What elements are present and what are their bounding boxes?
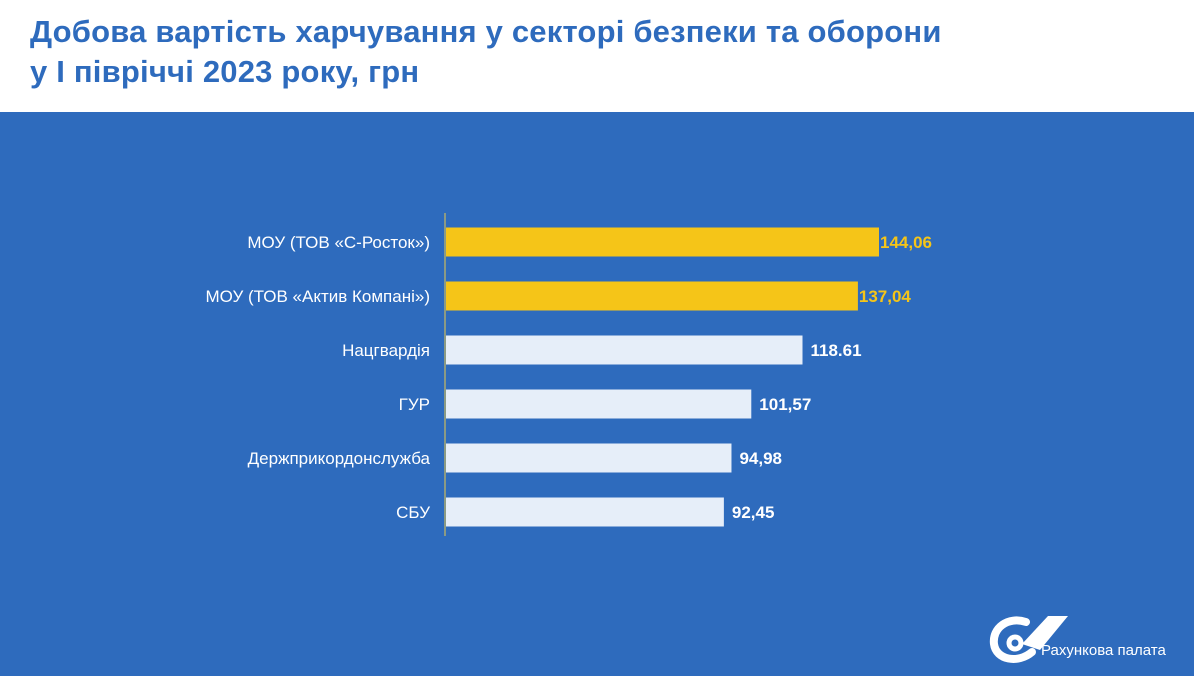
value-label-5: 92,45 (732, 503, 775, 522)
chart-title-line-1: Добова вартість харчування у секторі без… (30, 14, 942, 49)
bar-chart: МОУ (ТОВ «С-Росток») 144,06 МОУ (ТОВ «Акти… (205, 213, 932, 536)
logo-text: Рахункова палата (1041, 642, 1166, 659)
value-label-2: 118.61 (811, 341, 862, 360)
slide-header: Добова вартість харчування у секторі без… (0, 0, 1194, 112)
chart-title-line-2: у І півріччі 2023 року, грн (30, 54, 420, 89)
category-label-3: ГУР (399, 395, 430, 414)
value-label-1: 137,04 (859, 287, 912, 306)
category-label-4: Держприкордонслужба (248, 449, 431, 468)
rakhunkova-palata-logo-icon (989, 616, 1068, 663)
chart-title: Добова вартість харчування у секторі без… (30, 12, 1150, 92)
bar-0 (446, 227, 879, 257)
chart-panel: МОУ (ТОВ «С-Росток») 144,06 МОУ (ТОВ «Акти… (0, 112, 1194, 676)
bar-2 (446, 335, 803, 365)
category-label-0: МОУ (ТОВ «С-Росток») (247, 233, 430, 252)
bar-1 (446, 281, 858, 311)
category-label-1: МОУ (ТОВ «Актив Компані») (205, 287, 430, 306)
category-label-5: СБУ (396, 503, 430, 522)
bar-4 (446, 443, 732, 473)
value-label-3: 101,57 (759, 395, 811, 414)
category-label-2: Нацгвардія (342, 341, 430, 360)
bar-3 (446, 389, 752, 419)
value-label-0: 144,06 (880, 233, 932, 252)
bar-5 (446, 497, 724, 527)
value-label-4: 94,98 (739, 449, 782, 468)
